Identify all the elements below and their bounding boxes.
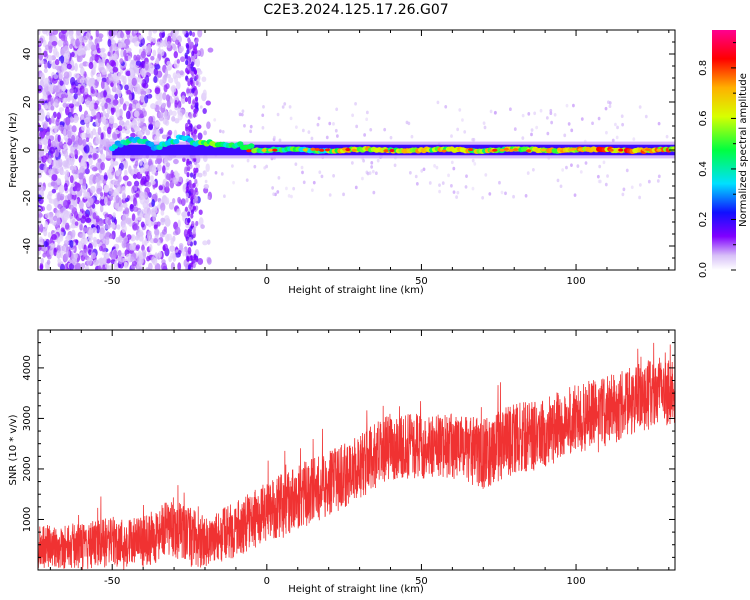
spectrogram-x-tick-label: 0 <box>264 276 270 287</box>
spectrogram-y-tick-label: 40 <box>22 48 33 61</box>
colorbar: 0.0 0.2 0.4 0.6 0.8 Normalized spectral ampl… <box>698 30 749 278</box>
spectrogram-carrier-core <box>109 134 675 154</box>
snr-x-tick-label: 50 <box>415 576 428 587</box>
snr-panel: -50 0 50 100 1000 2000 3000 4000 Height of stra… <box>8 329 676 595</box>
spectrogram-plot-area <box>38 30 675 270</box>
colorbar-ticks: 0.0 0.2 0.4 0.6 0.8 <box>698 42 736 278</box>
spectrogram-x-tick-label: -50 <box>104 276 120 287</box>
spectrogram-y-tick-label: -20 <box>22 190 33 206</box>
colorbar-label: Normalized spectral amplitude <box>738 73 749 227</box>
snr-x-axis-label: Height of straight line (km) <box>288 584 424 595</box>
spectrogram-y-tick-label: -40 <box>22 238 33 254</box>
colorbar-tick-label: 0.4 <box>698 161 709 177</box>
snr-y-tick-label: 3000 <box>22 406 33 431</box>
snr-x-tick-label: 0 <box>264 576 270 587</box>
snr-y-tick-label: 4000 <box>22 355 33 380</box>
colorbar-tick-label: 0.2 <box>698 212 709 228</box>
snr-y-tick-label: 1000 <box>22 507 33 532</box>
spectrogram-x-axis-label: Height of straight line (km) <box>288 285 424 296</box>
spectrogram-y-axis-label: Frequency (Hz) <box>8 112 19 188</box>
snr-series-line <box>38 342 675 570</box>
spectrogram-x-tick-label: 50 <box>415 276 428 287</box>
snr-x-tick-label: -50 <box>104 576 120 587</box>
spectrogram-panel: -50 0 50 100 -40 -20 0 20 40 Height of straight … <box>8 29 676 296</box>
colorbar-tick-label: 0.6 <box>698 110 709 126</box>
snr-y-axis-label: SNR (10 * v/v) <box>8 414 19 485</box>
spectrogram-y-tick-label: 0 <box>22 147 33 153</box>
snr-plot-area <box>38 342 675 570</box>
snr-x-tick-label: 100 <box>567 576 586 587</box>
colorbar-gradient <box>712 30 736 270</box>
snr-frame <box>37 329 676 571</box>
colorbar-tick-label: 0.8 <box>698 60 709 76</box>
spectrogram-ticks: -50 0 50 100 -40 -20 0 20 40 <box>22 29 675 287</box>
snr-ticks: -50 0 50 100 1000 2000 3000 4000 <box>22 329 675 587</box>
spectrogram-y-tick-label: 20 <box>22 96 33 109</box>
spectrogram-x-tick-label: 100 <box>567 276 586 287</box>
figure-title: C2E3.2024.125.17.26.G07 <box>263 2 448 18</box>
colorbar-tick-label: 0.0 <box>698 262 709 278</box>
snr-y-tick-label: 2000 <box>22 456 33 481</box>
